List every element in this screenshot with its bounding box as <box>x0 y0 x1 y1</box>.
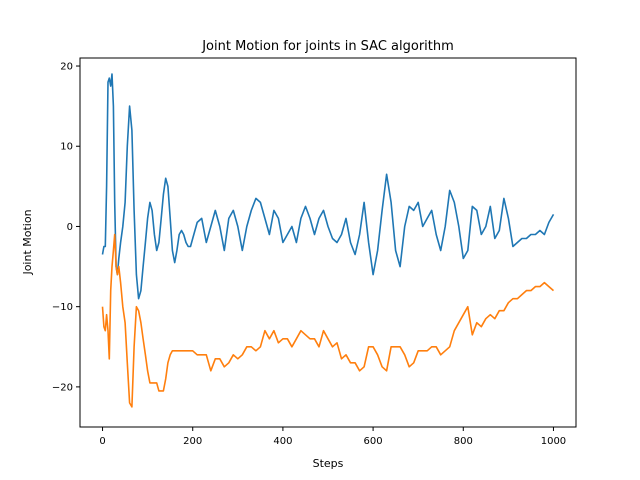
y-tick-label: −20 <box>52 382 73 393</box>
y-tick-label: −10 <box>52 302 73 313</box>
y-axis-ticks: −20 −10 0 10 20 <box>52 62 80 393</box>
y-tick-label: 0 <box>67 222 73 233</box>
x-tick-label: 400 <box>273 436 292 447</box>
x-tick-label: 600 <box>364 436 383 447</box>
y-axis-label: Joint Motion <box>21 209 34 275</box>
series-line-1 <box>101 73 555 300</box>
x-axis-ticks: 0 200 400 600 800 1000 <box>99 427 566 447</box>
x-tick-label: 0 <box>99 436 105 447</box>
plot-area: 0 200 400 600 800 1000 −20 −10 0 10 20 <box>52 57 577 447</box>
axes-frame <box>79 57 577 428</box>
series-line-2 <box>101 233 555 408</box>
x-tick-label: 1000 <box>541 436 566 447</box>
x-tick-label: 200 <box>183 436 202 447</box>
x-tick-label: 800 <box>454 436 473 447</box>
chart-title: Joint Motion for joints in SAC algorithm <box>201 39 454 54</box>
series-group <box>101 73 555 408</box>
x-axis-label: Steps <box>313 457 344 470</box>
y-tick-label: 10 <box>60 142 73 153</box>
y-tick-label: 20 <box>60 62 73 73</box>
